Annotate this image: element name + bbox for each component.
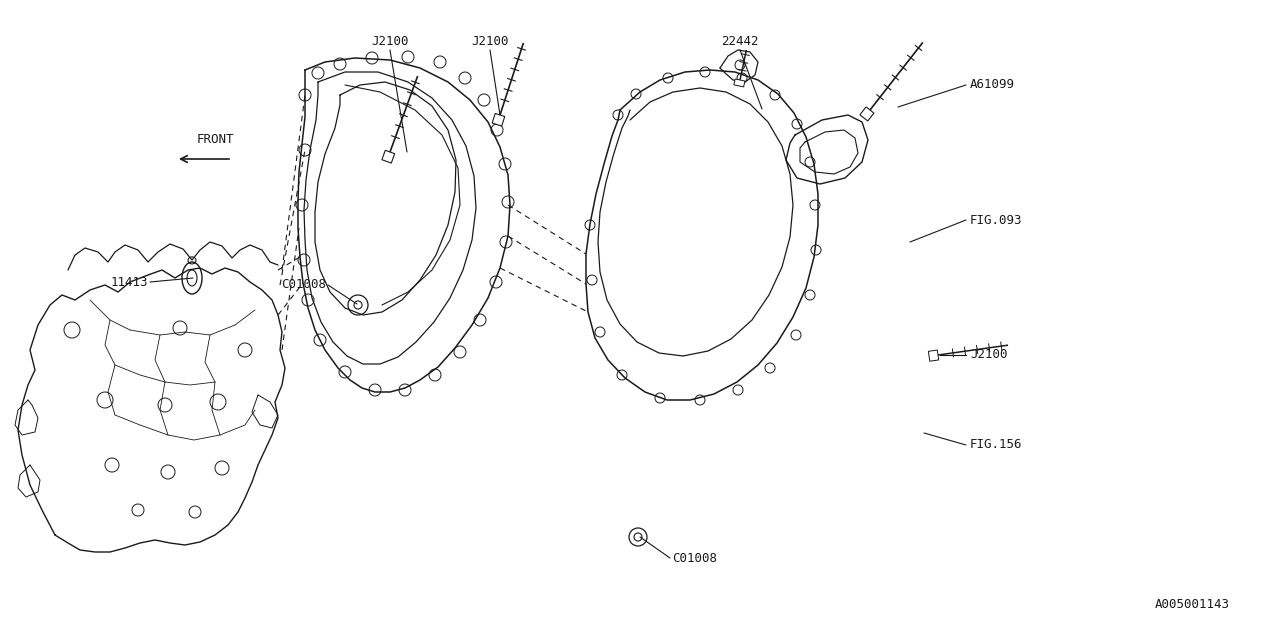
Polygon shape bbox=[492, 113, 504, 126]
Text: C01008: C01008 bbox=[282, 278, 326, 291]
Text: C01008: C01008 bbox=[672, 552, 717, 564]
Text: J2100: J2100 bbox=[970, 349, 1007, 362]
Text: 11413: 11413 bbox=[110, 275, 148, 289]
Text: FIG.093: FIG.093 bbox=[970, 214, 1023, 227]
Polygon shape bbox=[381, 150, 394, 163]
Text: A005001143: A005001143 bbox=[1155, 598, 1230, 611]
Text: J2100: J2100 bbox=[371, 35, 408, 48]
Polygon shape bbox=[860, 107, 874, 121]
Text: 22442: 22442 bbox=[721, 35, 759, 48]
Text: A61099: A61099 bbox=[970, 79, 1015, 92]
Text: J2100: J2100 bbox=[471, 35, 508, 48]
Polygon shape bbox=[733, 79, 745, 87]
Polygon shape bbox=[928, 350, 938, 361]
Text: FRONT: FRONT bbox=[196, 133, 234, 146]
Text: FIG.156: FIG.156 bbox=[970, 438, 1023, 451]
